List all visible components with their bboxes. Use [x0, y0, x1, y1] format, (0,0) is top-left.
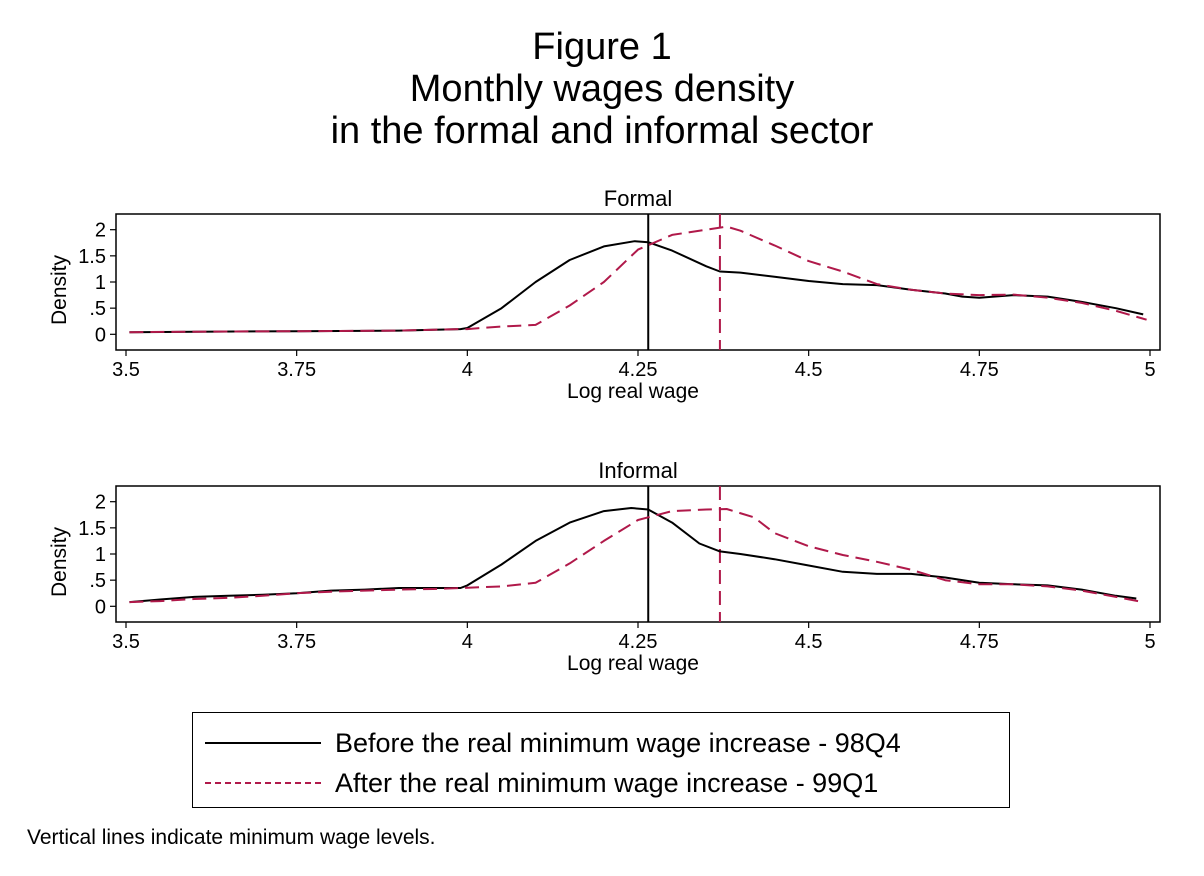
- panel-0-title: Formal: [604, 186, 672, 211]
- panel-1-plot-frame: [115, 485, 1161, 623]
- panel-0-plot-frame: [115, 213, 1161, 351]
- panel-1-y-tick-label: .5: [89, 570, 106, 592]
- panel-1-title: Informal: [598, 458, 677, 483]
- panel-0-density-line-after: [129, 225, 1147, 334]
- panel-1-x-tick-label: 4.75: [960, 631, 999, 653]
- panel-0-x-tick-label: 3.75: [277, 359, 316, 381]
- panel-0-y-axis-label: Density: [48, 254, 71, 325]
- panel-0-x-tick-label: 3.5: [112, 359, 140, 381]
- panel-1-y-tick-label: 1.5: [78, 518, 106, 540]
- figure-title-line-3: in the formal and informal sector: [330, 110, 874, 152]
- legend-swatch-dashed: [205, 782, 321, 784]
- panel-1-density-line-after: [129, 508, 1144, 604]
- footnote: Vertical lines indicate minimum wage lev…: [27, 826, 436, 849]
- legend-swatch-solid: [205, 742, 321, 744]
- panel-0-y-tick-label: .5: [89, 298, 106, 320]
- panel-1-x-tick-label: 3.5: [112, 631, 140, 653]
- panel-0-y-tick-label: 0: [95, 324, 106, 346]
- panel-1-y-axis-label: Density: [48, 526, 71, 597]
- panel-1-x-tick-label: 4.25: [619, 631, 658, 653]
- panel-0-x-tick-label: 4.25: [619, 359, 658, 381]
- panel-1-y-tick-label: 2: [95, 492, 106, 514]
- panel-0-x-tick-label: 4.5: [795, 359, 823, 381]
- panel-1-x-tick-label: 3.75: [277, 631, 316, 653]
- panel-1-x-axis-label: Log real wage: [567, 652, 699, 675]
- panel-1-y-tick-label: 0: [95, 596, 106, 618]
- legend: Before the real minimum wage increase - …: [192, 712, 1010, 808]
- panel-0-x-tick-label: 4.75: [960, 359, 999, 381]
- legend-label-after: After the real minimum wage increase - 9…: [335, 767, 879, 798]
- legend-item-before: Before the real minimum wage increase - …: [205, 723, 901, 763]
- figure-title-line-2: Monthly wages density: [409, 68, 795, 110]
- panel-0-x-tick-label: 5: [1144, 359, 1155, 381]
- panel-0-y-tick-label: 1: [95, 272, 106, 294]
- legend-item-after: After the real minimum wage increase - 9…: [205, 763, 878, 803]
- panel-0-y-tick-label: 1.5: [78, 246, 106, 268]
- panel-1-x-tick-label: 4: [462, 631, 473, 653]
- panel-0-x-tick-label: 4: [462, 359, 473, 381]
- panel-1-density-line-before: [129, 507, 1137, 604]
- panel-1-y-tick-label: 1: [95, 544, 106, 566]
- legend-label-before: Before the real minimum wage increase - …: [335, 727, 901, 758]
- panel-0-x-axis-label: Log real wage: [567, 380, 699, 403]
- panel-1-x-tick-label: 4.5: [795, 631, 823, 653]
- figure-title-line-1: Figure 1: [532, 26, 672, 68]
- panel-0-density-line-before: [129, 240, 1144, 334]
- panel-0-y-tick-label: 2: [95, 220, 106, 242]
- panel-1-x-tick-label: 5: [1144, 631, 1155, 653]
